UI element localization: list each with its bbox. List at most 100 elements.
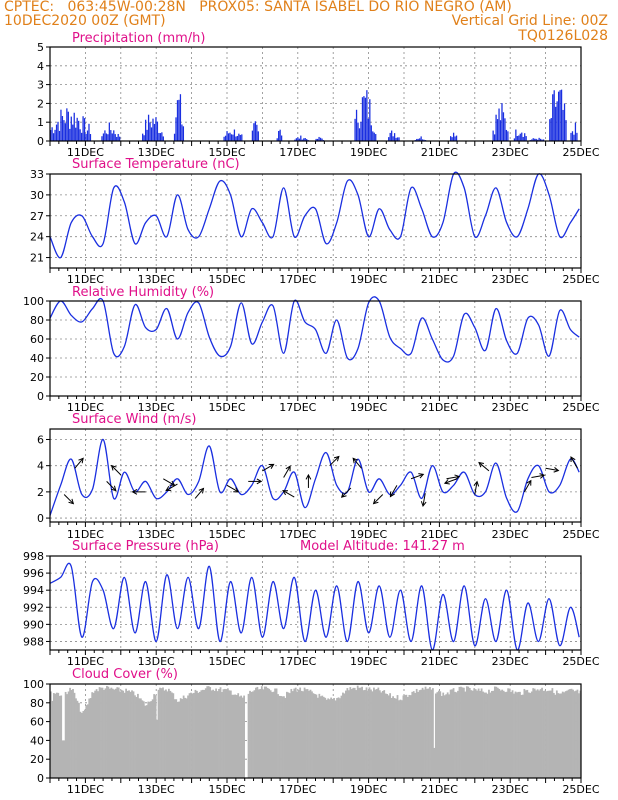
cloud-bar xyxy=(412,691,415,778)
cloud-bar xyxy=(144,705,147,778)
y-tick-label: 20 xyxy=(30,753,44,766)
precip-bar xyxy=(363,96,365,141)
cloud-bar xyxy=(461,687,464,778)
precip-bar xyxy=(421,139,424,141)
cloud-bar xyxy=(64,691,67,778)
precip-bar xyxy=(505,129,508,141)
cloud-bar xyxy=(314,694,316,778)
cloud-bar xyxy=(405,694,408,778)
precip-bar xyxy=(393,133,396,141)
x-tick-label: 13DEC xyxy=(138,273,175,286)
precip-bar xyxy=(388,137,390,141)
cloud-bar xyxy=(527,692,530,778)
precip-bar xyxy=(238,133,240,141)
precip-bar xyxy=(278,130,280,141)
precip-bar xyxy=(493,134,496,141)
cloud-bar xyxy=(486,693,489,778)
wind-vector xyxy=(443,478,458,485)
cloud-bar xyxy=(381,690,384,778)
y-tick-label: 60 xyxy=(30,333,44,346)
precip-bar xyxy=(155,117,157,141)
cloud-bar xyxy=(86,704,89,778)
cloud-bar xyxy=(218,688,220,778)
cloud-bar xyxy=(346,688,349,778)
precip-bar xyxy=(534,138,536,141)
cloud-bar xyxy=(58,695,61,778)
precip-bar xyxy=(88,123,90,141)
cloud-bar xyxy=(426,688,428,778)
precip-bar xyxy=(239,134,241,141)
precip-bar xyxy=(110,130,112,141)
cloud-bar xyxy=(513,693,515,778)
cloud-bar xyxy=(488,689,490,778)
panel-3: 0 2 4 6 11DEC 13DEC 15DEC 17DEC 19DEC 21DEC 23DEC 2… xyxy=(37,412,600,541)
cloud-bar xyxy=(434,693,437,778)
cloud-bar xyxy=(370,689,372,778)
cloud-bar xyxy=(375,689,378,778)
cloud-bar xyxy=(222,689,225,778)
cloud-bar xyxy=(231,694,234,778)
panel-title: Surface Temperature (nC) xyxy=(72,157,240,172)
precip-bar xyxy=(70,116,72,141)
precip-bar xyxy=(256,124,258,141)
header-model-id: TQ0126L028 xyxy=(518,28,608,44)
cloud-bar xyxy=(496,687,499,778)
cloud-bar xyxy=(277,694,279,778)
precip-bar xyxy=(235,136,237,141)
precip-bar xyxy=(391,130,393,141)
precip-bar xyxy=(316,138,319,141)
cloud-bar xyxy=(526,689,529,778)
precip-bar xyxy=(251,130,254,141)
panel-title: Cloud Cover (%) xyxy=(72,667,178,682)
cloud-bar xyxy=(322,696,325,778)
x-tick-label: 23DEC xyxy=(492,273,529,286)
cloud-bar xyxy=(541,687,543,778)
x-tick-label: 11DEC xyxy=(67,655,104,668)
wind-vector xyxy=(305,473,312,488)
cloud-bar xyxy=(247,693,250,778)
cloud-bar xyxy=(467,686,470,778)
cloud-bar xyxy=(355,690,358,778)
precip-bar xyxy=(389,132,391,141)
cloud-bar xyxy=(361,686,363,778)
cloud-bar xyxy=(471,690,474,778)
wind-vector xyxy=(163,478,176,486)
precip-bar xyxy=(306,139,308,141)
precip-bar xyxy=(366,90,368,141)
cloud-bar xyxy=(275,688,278,778)
precip-bar xyxy=(450,136,452,141)
cloud-bar xyxy=(318,693,321,778)
cloud-bar xyxy=(570,688,573,778)
cloud-bar xyxy=(491,690,493,778)
cloud-bar xyxy=(492,690,495,778)
cloud-bar xyxy=(504,692,507,778)
precip-bar xyxy=(375,134,377,141)
cloud-bar xyxy=(339,698,341,778)
cloud-bar xyxy=(194,689,197,778)
cloud-bar xyxy=(271,692,274,778)
precip-bar xyxy=(542,139,545,141)
cloud-bar xyxy=(439,691,442,778)
precip-bar xyxy=(119,136,121,141)
cloud-bar xyxy=(76,700,79,778)
cloud-bar xyxy=(538,690,540,778)
precip-bar xyxy=(114,134,116,141)
cloud-bar xyxy=(253,690,256,778)
y-tick-label: 30 xyxy=(30,189,44,202)
cloud-bar xyxy=(283,696,285,778)
wind-vector xyxy=(283,465,291,478)
precip-bar xyxy=(515,129,517,141)
precip-bar xyxy=(86,130,89,141)
cloud-bar xyxy=(465,686,468,778)
y-tick-label: 996 xyxy=(23,567,44,580)
precip-bar xyxy=(175,117,177,141)
wind-vector xyxy=(340,487,352,498)
cloud-bar xyxy=(427,688,430,778)
cloud-bar xyxy=(70,690,73,778)
cloud-bar xyxy=(324,697,327,778)
cloud-bar xyxy=(113,689,116,778)
precip-bar xyxy=(156,121,159,141)
cloud-bar xyxy=(396,695,399,778)
cloud-bar xyxy=(468,687,471,778)
cloud-bar xyxy=(480,688,483,778)
